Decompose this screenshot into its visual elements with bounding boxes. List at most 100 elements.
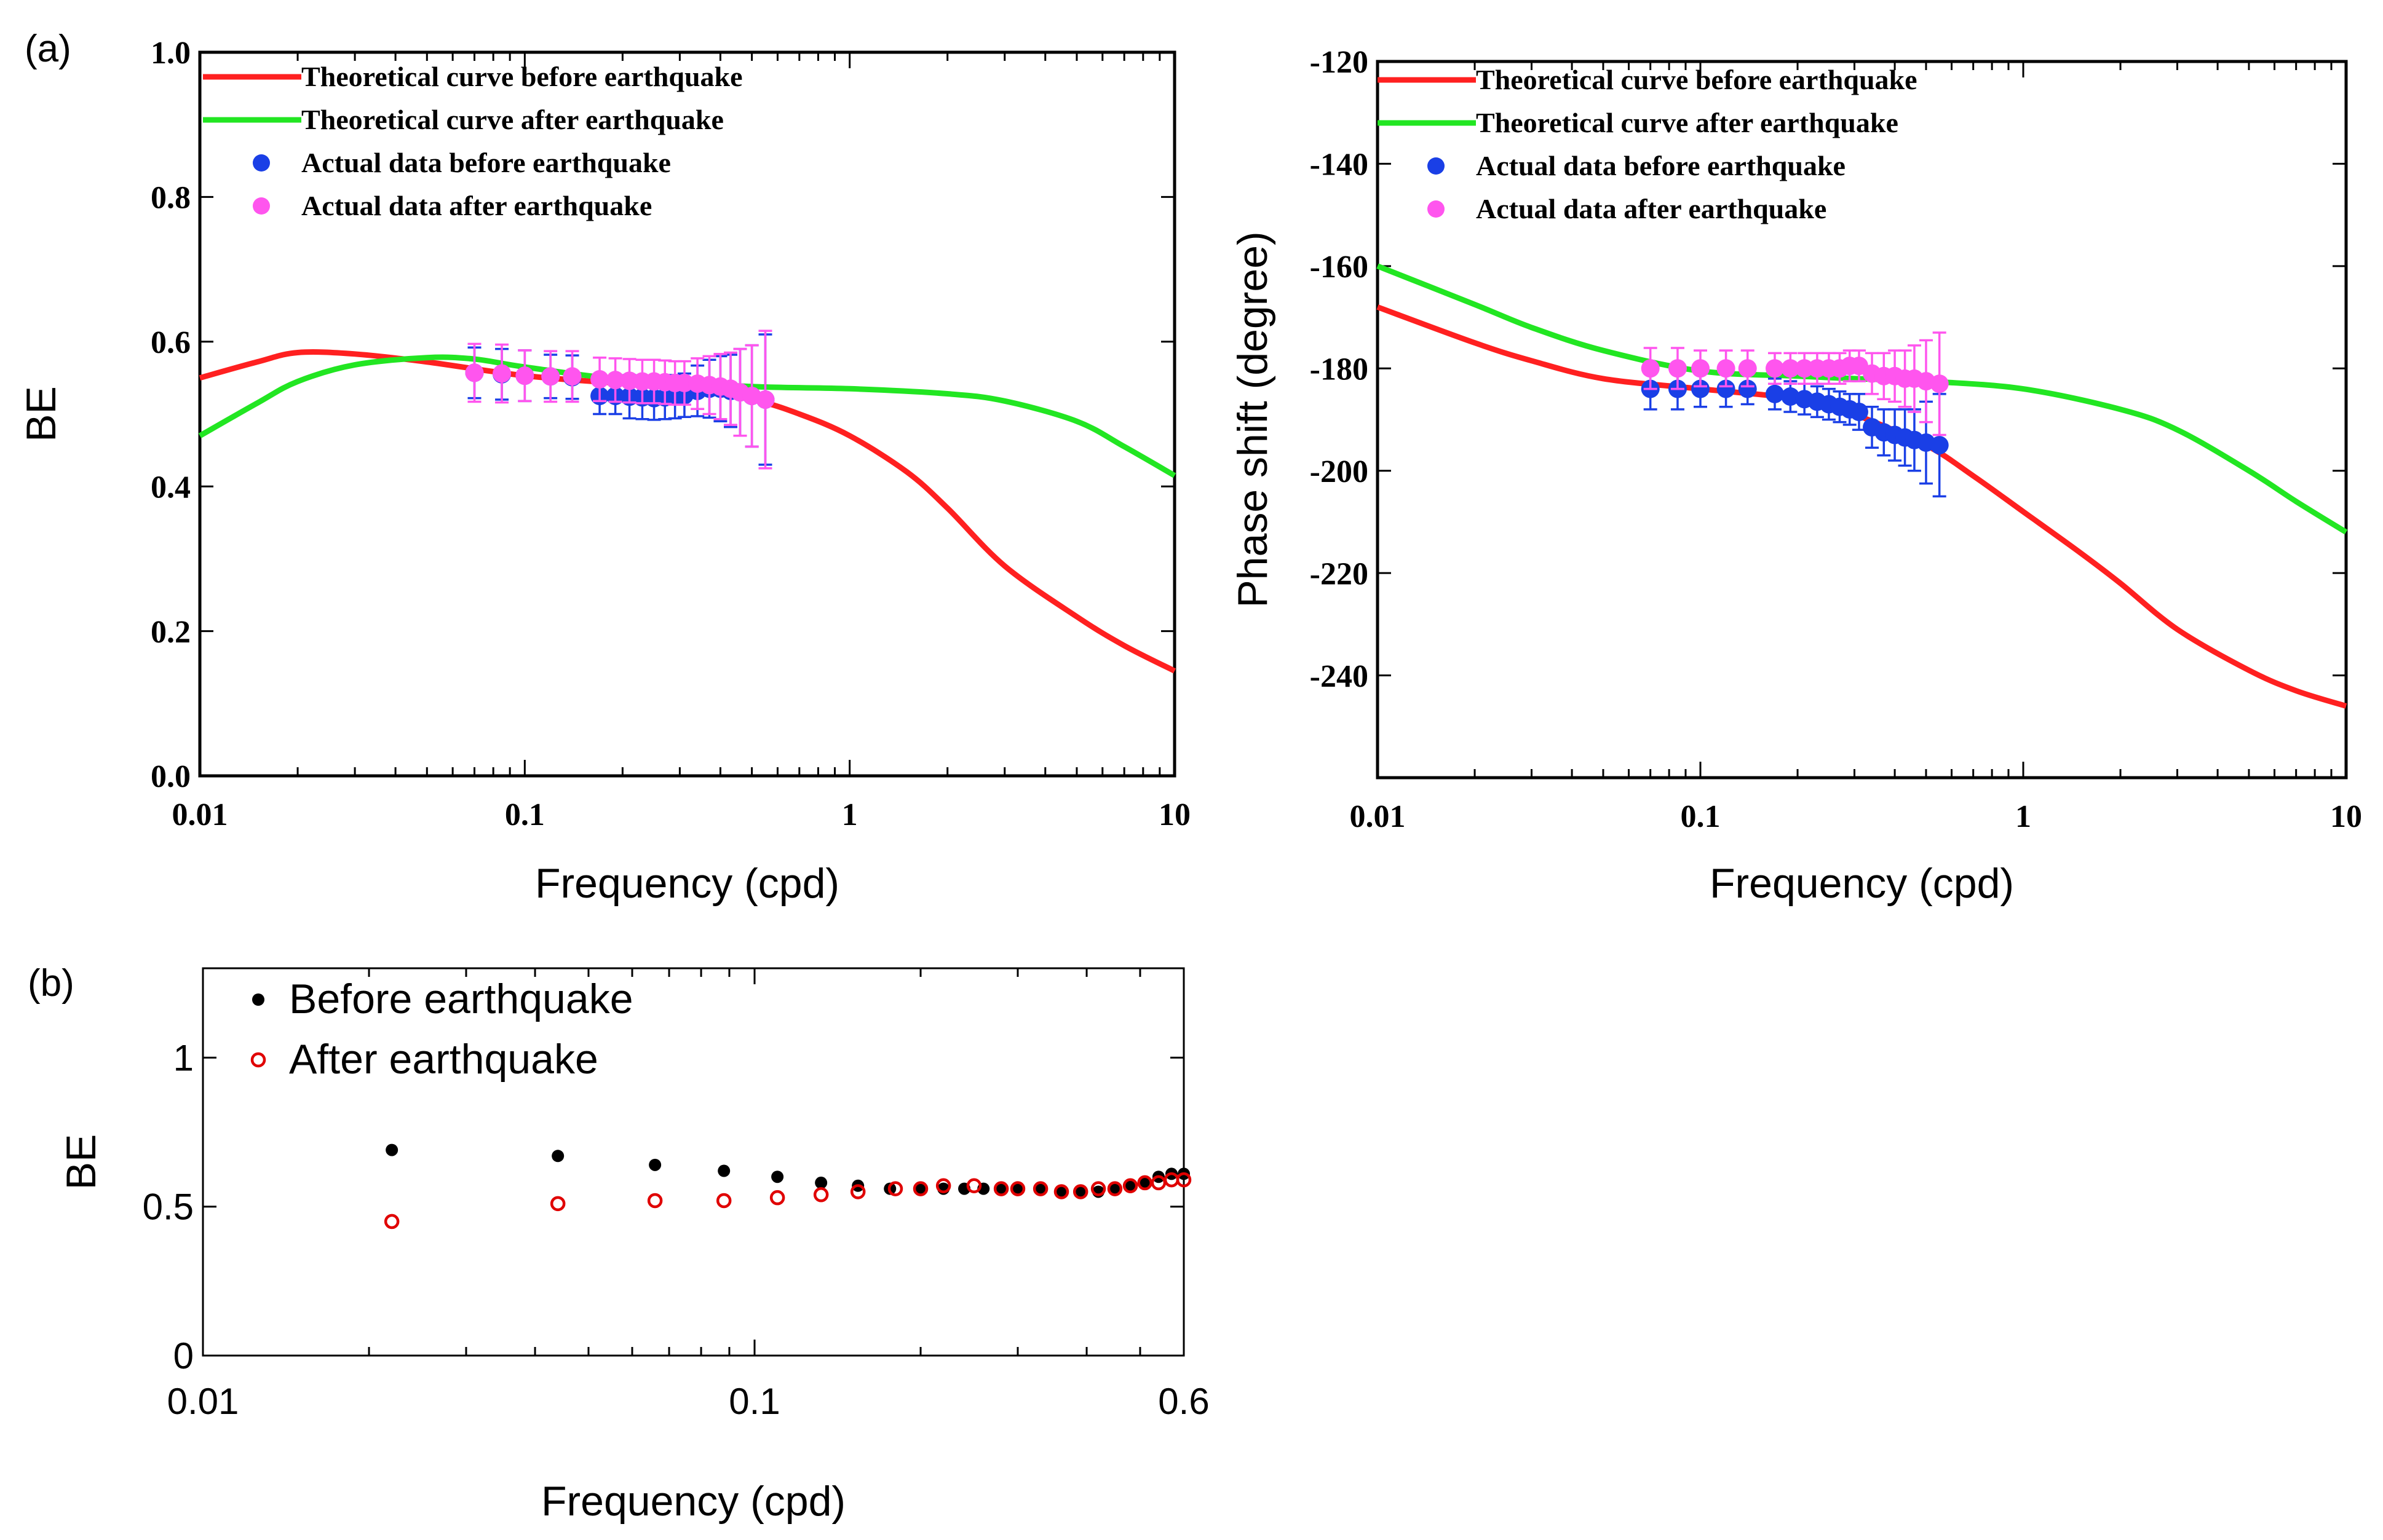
data-point [935,1178,951,1194]
legend-label: Actual data after earthquake [301,190,652,221]
data-point [1738,359,1757,378]
legend-marker [253,154,270,172]
data-point [1738,379,1757,398]
data-point [771,1171,784,1183]
y-tick-label: -180 [1310,352,1368,387]
legend-label: Theoretical curve after earthquake [301,104,724,135]
x-tick-label: 0.01 [172,797,228,832]
x-tick-label: 1 [842,797,858,832]
y-tick-label: -220 [1310,556,1368,591]
data-point [813,1187,829,1202]
x-tick-label: 0.1 [1681,799,1721,834]
x-tick-label: 0.1 [505,797,545,832]
data-point [1716,379,1735,398]
legend-label: Before earthquake [289,976,633,1022]
data-point [1033,1181,1049,1196]
legend-marker [250,1052,266,1068]
legend-label: Theoretical curve before earthquake [301,61,743,92]
data-point [493,364,512,383]
panel-label-b: (b) [28,962,74,1005]
data-point [1930,374,1949,393]
data-point [465,363,484,382]
x-tick-label: 10 [1159,797,1191,832]
legend-marker [253,197,270,215]
x-tick-label: 10 [2330,799,2362,834]
data-point [1073,1184,1088,1199]
data-point [552,1150,565,1163]
x-axis-label: Frequency (cpd) [1710,860,2014,907]
panel-label-a: (a) [25,28,71,70]
y-axis-label: BE [18,386,65,442]
y-axis-label: Phase shift (degree) [1229,231,1276,607]
data-point [1176,1172,1192,1188]
data-point [1716,359,1735,378]
data-point [384,1214,400,1230]
chart-b: 0.01 0.1 0.6 0 0.5 1 Frequency (cpd) BE Before e… [58,967,1210,1525]
data-point [1138,1176,1151,1189]
y-tick-label: 1 [173,1037,194,1078]
y-tick-label: 1.0 [151,36,191,71]
data-point [756,390,775,409]
legend-marker [1427,157,1445,175]
legend-marker [1427,200,1445,218]
data-point [1930,436,1949,455]
data-point [1691,379,1710,398]
data-point [1090,1181,1106,1196]
legend-label: Actual data before earthquake [301,147,671,178]
data-point [1074,1185,1087,1198]
data-point [1691,359,1710,378]
data-point [1765,384,1784,403]
data-point [716,1193,732,1209]
data-point [815,1176,828,1189]
legend-label: Actual data after earthquake [1476,193,1826,224]
data-point [1055,1185,1068,1198]
y-tick-label: -120 [1310,45,1368,80]
data-point [1668,359,1687,378]
data-point [1641,359,1660,378]
data-point [966,1178,982,1194]
legend-label: Theoretical curve before earthquake [1476,64,1917,95]
data-point [913,1181,929,1196]
x-axis-label: Frequency (cpd) [541,1478,846,1525]
data-point [675,373,694,392]
y-tick-label: -240 [1310,659,1368,694]
legend-label: After earthquake [289,1036,598,1083]
data-point [914,1182,927,1195]
plot-frame [198,50,1176,778]
data-point [1010,1181,1026,1196]
plot-frame [202,967,1185,1357]
y-axis-label: BE [58,1134,105,1190]
data-point [1137,1175,1152,1191]
data-point [993,1181,1009,1196]
data-point [1107,1181,1123,1196]
data-point [887,1181,903,1196]
data-point [647,1193,663,1209]
data-point [1849,403,1868,422]
data-point [606,371,625,390]
y-tick-label: 0.4 [151,470,191,505]
x-tick-label: 1 [2015,799,2031,834]
data-point [1034,1182,1047,1195]
data-point [1124,1179,1137,1192]
data-point [563,367,582,386]
data-point [995,1182,1008,1195]
x-axis-label: Frequency (cpd) [535,860,839,907]
y-tick-label: 0.2 [151,615,191,650]
data-point [1781,387,1800,406]
data-point [590,370,609,389]
data-point [850,1184,866,1199]
y-tick-label: -160 [1310,250,1368,285]
y-tick-label: 0 [173,1335,194,1376]
legend-marker [252,993,264,1006]
data-point [649,1158,662,1171]
data-point [1011,1182,1024,1195]
legend-label: Theoretical curve after earthquake [1476,107,1898,138]
y-tick-label: 0.6 [151,325,191,360]
chart-a-right: 0.01 0.1 1 10 -120 -140 -160 -180 -200 -220 -240 Fr… [1229,45,2362,907]
data-point [718,1164,731,1177]
data-point [1053,1184,1069,1199]
data-point [386,1143,398,1156]
y-tick-label: -140 [1310,148,1368,183]
